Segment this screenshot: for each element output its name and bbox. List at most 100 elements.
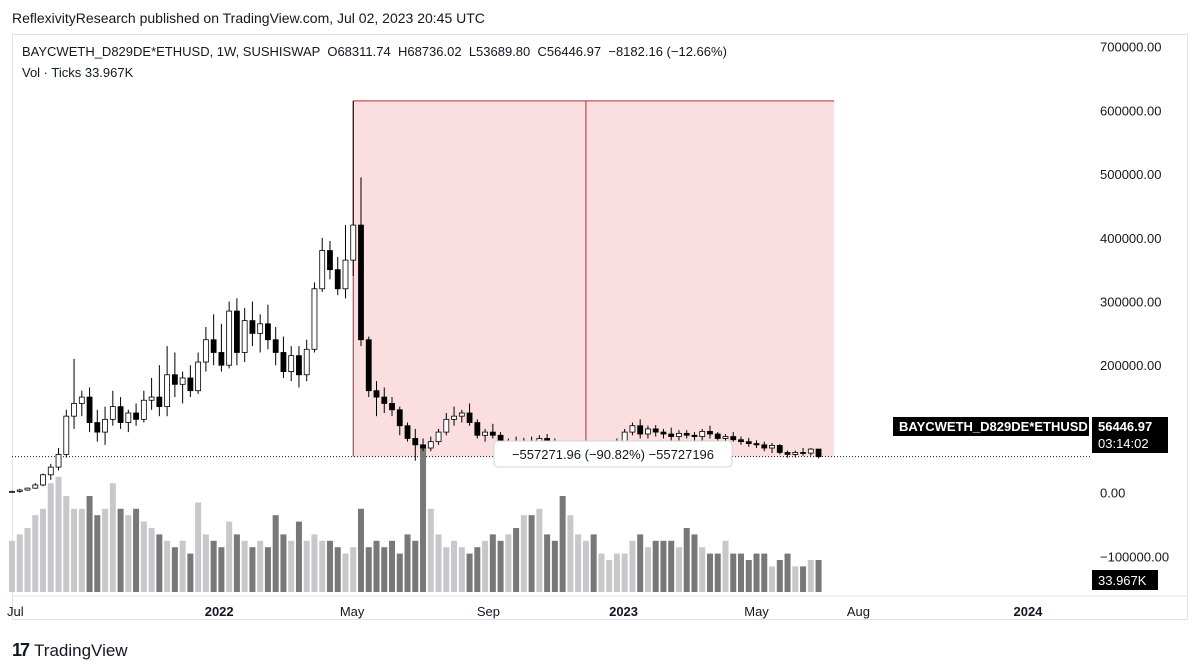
volume-bar <box>396 553 403 592</box>
candle-body <box>621 431 628 443</box>
volume-bar <box>629 540 636 592</box>
volume-bar <box>660 540 667 592</box>
volume-bar <box>218 547 225 592</box>
candle-body <box>40 474 46 486</box>
volume-bar <box>24 528 31 592</box>
measure-label-box <box>493 440 733 468</box>
volume-bar <box>303 540 310 592</box>
price-label: 56446.97 <box>1098 419 1152 434</box>
volume-bar <box>536 508 543 592</box>
volume-bar <box>544 534 551 592</box>
volume-bar <box>800 566 807 592</box>
candle-body <box>164 374 171 408</box>
candle-body <box>707 431 713 435</box>
legend-volume[interactable]: Vol · Ticks 33.967K <box>22 65 134 80</box>
volume-bar <box>683 528 690 592</box>
volume-bar <box>389 540 396 592</box>
price-label-box <box>1092 417 1168 453</box>
volume-bar <box>295 521 302 592</box>
volume-bar <box>784 553 791 592</box>
volume-bar <box>567 515 574 592</box>
volume-bar <box>443 547 450 592</box>
candle-body <box>381 396 388 404</box>
symbol-label-box <box>893 417 1089 436</box>
volume-bar <box>606 560 613 592</box>
candle-body <box>769 445 775 449</box>
volume-bar <box>482 540 489 592</box>
volume-bar <box>357 508 364 592</box>
tradingview-logo-icon: 17 <box>12 640 30 660</box>
candle-body <box>218 352 225 366</box>
x-tick-label: 2023 <box>609 604 638 619</box>
publish-line: ReflexivityResearch published on Trading… <box>12 10 485 26</box>
legend-symbol[interactable]: BAYCWETH_D829DE*ETHUSD, 1W, SUSHISWAP <box>22 44 321 59</box>
volume-bar <box>505 534 512 592</box>
legend-low: L53689.80 <box>468 44 531 59</box>
volume-bar <box>164 540 171 592</box>
candle-body <box>63 415 70 455</box>
volume-bar <box>513 528 520 592</box>
candle-body <box>280 352 287 372</box>
legend-ohlc: BAYCWETH_D829DE*ETHUSD, 1W, SUSHISWAP O6… <box>22 44 727 59</box>
volume-bar <box>815 560 822 592</box>
legend-high: H68736.02 <box>397 44 462 59</box>
x-tick-label: 2022 <box>205 604 234 619</box>
candle-body <box>187 377 194 392</box>
volume-bar <box>264 547 271 592</box>
candle-body <box>629 425 636 433</box>
volume-bar <box>171 547 178 592</box>
volume-bar <box>699 547 706 592</box>
volume-bar <box>497 540 504 592</box>
candle-body <box>148 396 155 401</box>
candle-body <box>342 259 349 290</box>
volume-bar <box>427 508 434 592</box>
candle-body <box>156 396 163 408</box>
measure-box <box>353 100 835 457</box>
volume-bar <box>753 553 760 592</box>
chart-frame <box>12 34 1188 620</box>
volume-bar <box>730 553 737 592</box>
volume-bar <box>458 547 465 592</box>
volume-bar <box>474 547 481 592</box>
candle-body <box>272 339 279 353</box>
volume-bar <box>575 534 582 592</box>
candle-body <box>807 448 814 454</box>
candle-body <box>815 448 822 458</box>
candle-body <box>474 422 481 436</box>
volume-bar <box>621 553 628 592</box>
legend-change: −8182.16 (−12.66%) <box>608 44 727 59</box>
candle-body <box>55 453 62 468</box>
volume-bar <box>365 547 372 592</box>
volume-bar <box>133 508 140 592</box>
x-tick-label: 2024 <box>1013 604 1043 619</box>
volume-bar <box>40 508 47 592</box>
candle-body <box>365 339 372 392</box>
candle-body <box>249 320 256 334</box>
volume-bar <box>675 547 682 592</box>
candle-body <box>683 432 690 436</box>
volume-bar <box>202 534 209 592</box>
volume-bar <box>226 521 233 592</box>
volume-bar <box>102 508 109 592</box>
volume-bar <box>412 540 419 592</box>
candle-body <box>226 310 233 366</box>
volume-bar <box>156 534 163 592</box>
candle-body <box>288 355 295 372</box>
candle-body <box>296 355 302 376</box>
volume-bar <box>78 508 85 592</box>
x-tick-label: Sep <box>477 604 500 619</box>
candle-body <box>637 425 644 435</box>
symbol-label: BAYCWETH_D829DE*ETHUSD <box>899 419 1088 434</box>
volume-bar <box>590 534 597 592</box>
volume-bar <box>288 540 295 592</box>
volume-bar <box>714 553 721 592</box>
legend-close: C56446.97 <box>537 44 602 59</box>
volume-bar <box>792 566 799 592</box>
candle-body <box>16 489 23 492</box>
candle-body <box>327 250 333 271</box>
volume-bar <box>326 540 333 592</box>
x-tick-label: May <box>744 604 769 619</box>
volume-bar <box>94 515 101 592</box>
volume-bar <box>32 515 39 592</box>
